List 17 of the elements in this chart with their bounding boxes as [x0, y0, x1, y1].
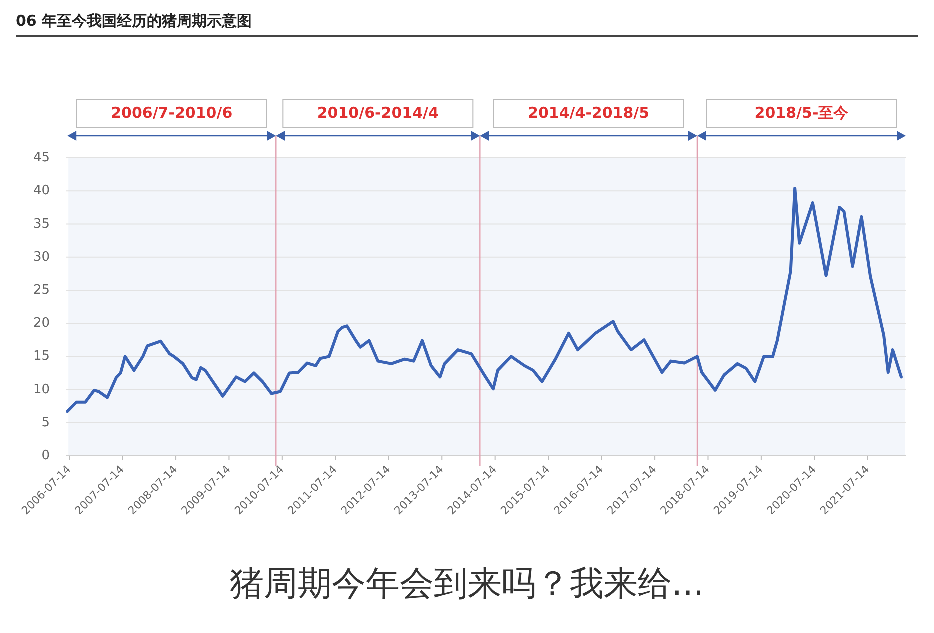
y-tick-label: 35 [33, 216, 50, 232]
y-tick-label: 10 [33, 382, 50, 398]
y-tick-label: 20 [33, 316, 50, 332]
y-tick-label: 15 [33, 349, 50, 364]
y-tick-label: 5 [42, 415, 50, 430]
chart-title: 06 年至今我国经历的猪周期示意图 [16, 12, 252, 30]
band-label: 2018/5-至今 [754, 104, 850, 122]
y-tick-label: 40 [33, 184, 50, 199]
y-tick-label: 0 [42, 448, 50, 464]
band-label: 2010/6-2014/4 [317, 104, 439, 122]
text: 猪周期今年会到来吗？我来给... [230, 564, 704, 604]
line-series [66, 186, 903, 414]
band-label: 2014/4-2018/5 [528, 104, 650, 122]
band-label: 2006/7-2010/6 [111, 104, 233, 122]
y-tick-label: 30 [33, 250, 50, 265]
y-tick-label: 25 [33, 282, 50, 298]
y-tick-label: 45 [33, 150, 50, 166]
